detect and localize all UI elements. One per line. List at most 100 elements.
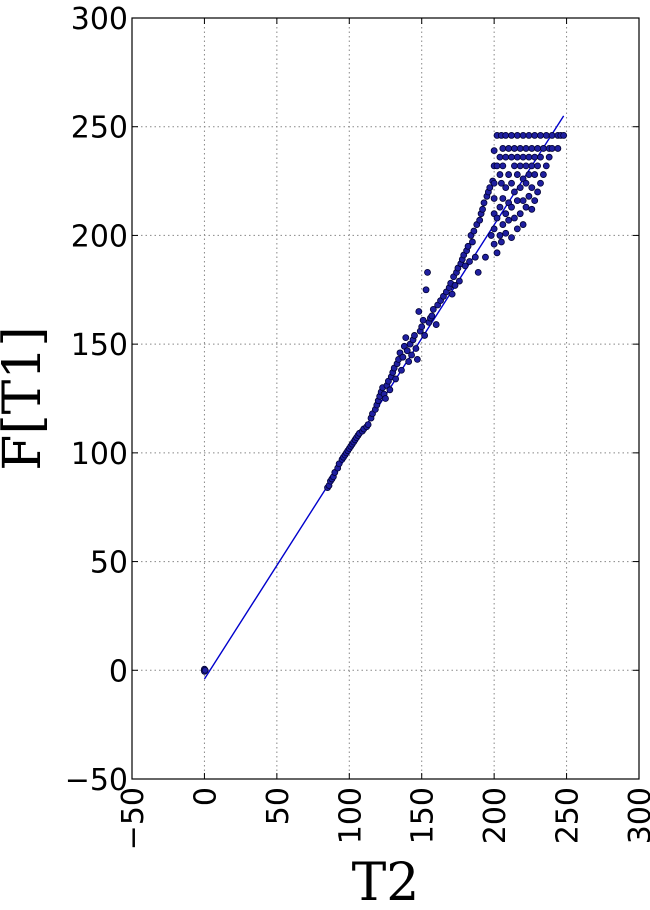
scatter-point [461,262,469,270]
scatter-point [508,179,515,187]
scatter-point [201,666,209,674]
scatter-point [516,184,524,191]
x-tick-label: 100 [333,787,368,844]
x-tick-label: 50 [261,787,296,825]
scatter-point [525,132,533,139]
scatter-point [519,132,527,139]
scatter-point [493,249,501,257]
scatter-point [386,386,394,394]
scatter-point [508,132,515,139]
scatter-point [548,132,556,139]
scatter-point [499,195,507,202]
scatter-point [548,145,556,152]
scatter-point [528,145,536,152]
scatter-point [408,351,415,359]
scatter-point [531,132,539,139]
scatter-point [398,366,405,374]
scatter-point [528,184,536,191]
scatter-point [421,332,429,339]
scatter-point [499,162,507,170]
x-tick-label: 250 [551,787,586,844]
scatter-point [402,334,410,342]
scatter-point [474,268,482,276]
data-points [201,132,568,675]
scatter-point [502,132,510,139]
y-tick-label: 300 [71,2,128,37]
scatter-point [528,205,536,213]
y-tick-labels: −50 0 50 100 150 200 250 300 [65,2,128,798]
scatter-point [508,153,515,161]
plot-frame [131,17,640,780]
y-tick-label: 100 [71,437,128,472]
scatter-point [505,216,513,224]
scatter-point [364,421,372,428]
scatter-point [490,147,498,155]
scatter-point [392,375,400,383]
y-tick-label: 200 [71,219,128,254]
scatter-point [522,145,530,152]
y-tick-label: 0 [109,654,128,689]
scatter-point [479,205,486,213]
scatter-point [422,286,430,294]
scatter-point [511,188,518,196]
scatter-point [511,214,518,222]
scatter-point [525,153,533,161]
y-axis-label: F[T1] [0,326,53,470]
scatter-point [502,184,510,191]
scatter-point [511,162,518,170]
scatter-point [464,242,472,250]
scatter-point [476,216,484,224]
y-tick-label: 250 [71,111,128,146]
scatter-point [399,353,407,361]
scatter-point [490,195,498,202]
scatter-point [545,153,553,161]
scatter-point [522,179,530,187]
scatter-point [513,132,521,139]
scatter-point [448,290,456,298]
scatter-point [429,305,437,313]
scatter-point [531,171,539,178]
scatter-point [560,132,568,139]
scatter-point [508,234,515,242]
scatter-point [531,197,539,205]
x-tick-label: 150 [406,787,441,844]
scatter-point [534,162,541,170]
x-tick-labels: −50 0 50 100 150 200 250 300 [116,787,650,850]
scatter-point [502,210,510,218]
scatter-point [542,132,550,139]
scatter-point [432,321,440,328]
scatter-point [522,203,530,211]
x-tick-label: 300 [623,787,650,844]
scatter-point [471,253,479,261]
scatter-point [415,308,423,315]
scatter-point [537,132,544,139]
scatter-point [522,162,530,170]
scatter-point [519,153,527,161]
scatter-point [542,162,550,170]
scatter-point [428,312,436,320]
scatter-point [480,199,488,207]
scatter-point [516,162,524,170]
scatter-point [499,145,507,152]
scatter-point [502,229,510,237]
scatter-point [466,258,473,265]
scatter-point [513,225,521,233]
scatter-point [516,145,524,152]
scatter-point [490,179,498,187]
scatter-point [525,192,533,200]
scatter-point [493,162,501,170]
scatter-point [496,171,504,178]
scatter-point [470,227,478,235]
scatter-point [469,238,476,246]
x-axis-label: T2 [352,853,420,910]
scatter-point [455,277,463,285]
scatter-point [513,171,521,178]
scatter-point [424,268,431,276]
scatter-point [451,282,459,289]
scatter-point [508,203,515,211]
scatter-point [505,171,513,178]
scatter-point [554,145,562,152]
scatter-point [486,184,494,191]
scatter-point [490,240,498,248]
scatter-point [490,225,498,233]
